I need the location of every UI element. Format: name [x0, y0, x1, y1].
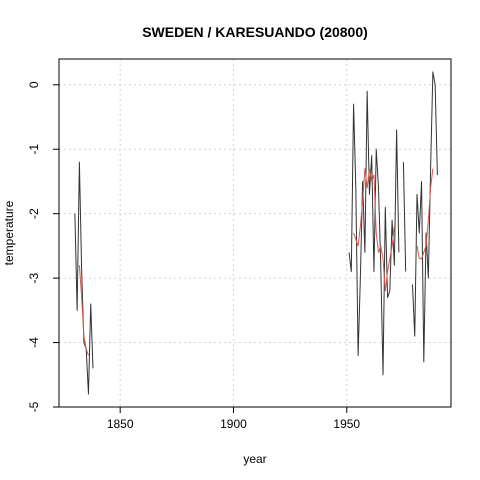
- y-tick-label: -5: [27, 401, 41, 412]
- y-tick-label: -3: [27, 272, 41, 283]
- smoothed-line: [416, 168, 434, 260]
- y-tick-label: -4: [27, 337, 41, 348]
- grid: [59, 59, 451, 408]
- y-tick-label: -2: [27, 208, 41, 219]
- temperature-line: [348, 90, 400, 376]
- x-axis-label: year: [243, 452, 266, 466]
- y-axis-label: temperature: [2, 200, 16, 265]
- temperature-line: [402, 162, 407, 272]
- temperature-line: [74, 161, 94, 395]
- x-tick-label: 1900: [220, 417, 247, 431]
- y-tick-label: -1: [27, 144, 41, 155]
- chart-title: SWEDEN / KARESUANDO (20800): [142, 24, 368, 40]
- series-layer: [74, 71, 438, 395]
- smoothed-line: [78, 265, 89, 356]
- x-tick-label: 1950: [333, 417, 360, 431]
- temperature-line: [411, 71, 438, 363]
- x-tick-label: 1850: [107, 417, 134, 431]
- y-axis: 0 -1 -2 -3 -4 -5: [27, 81, 59, 412]
- smoothed-line: [353, 168, 395, 292]
- plot-frame: [58, 58, 452, 408]
- x-axis: 1850 1900 1950: [107, 407, 360, 431]
- y-tick-label: 0: [27, 81, 41, 88]
